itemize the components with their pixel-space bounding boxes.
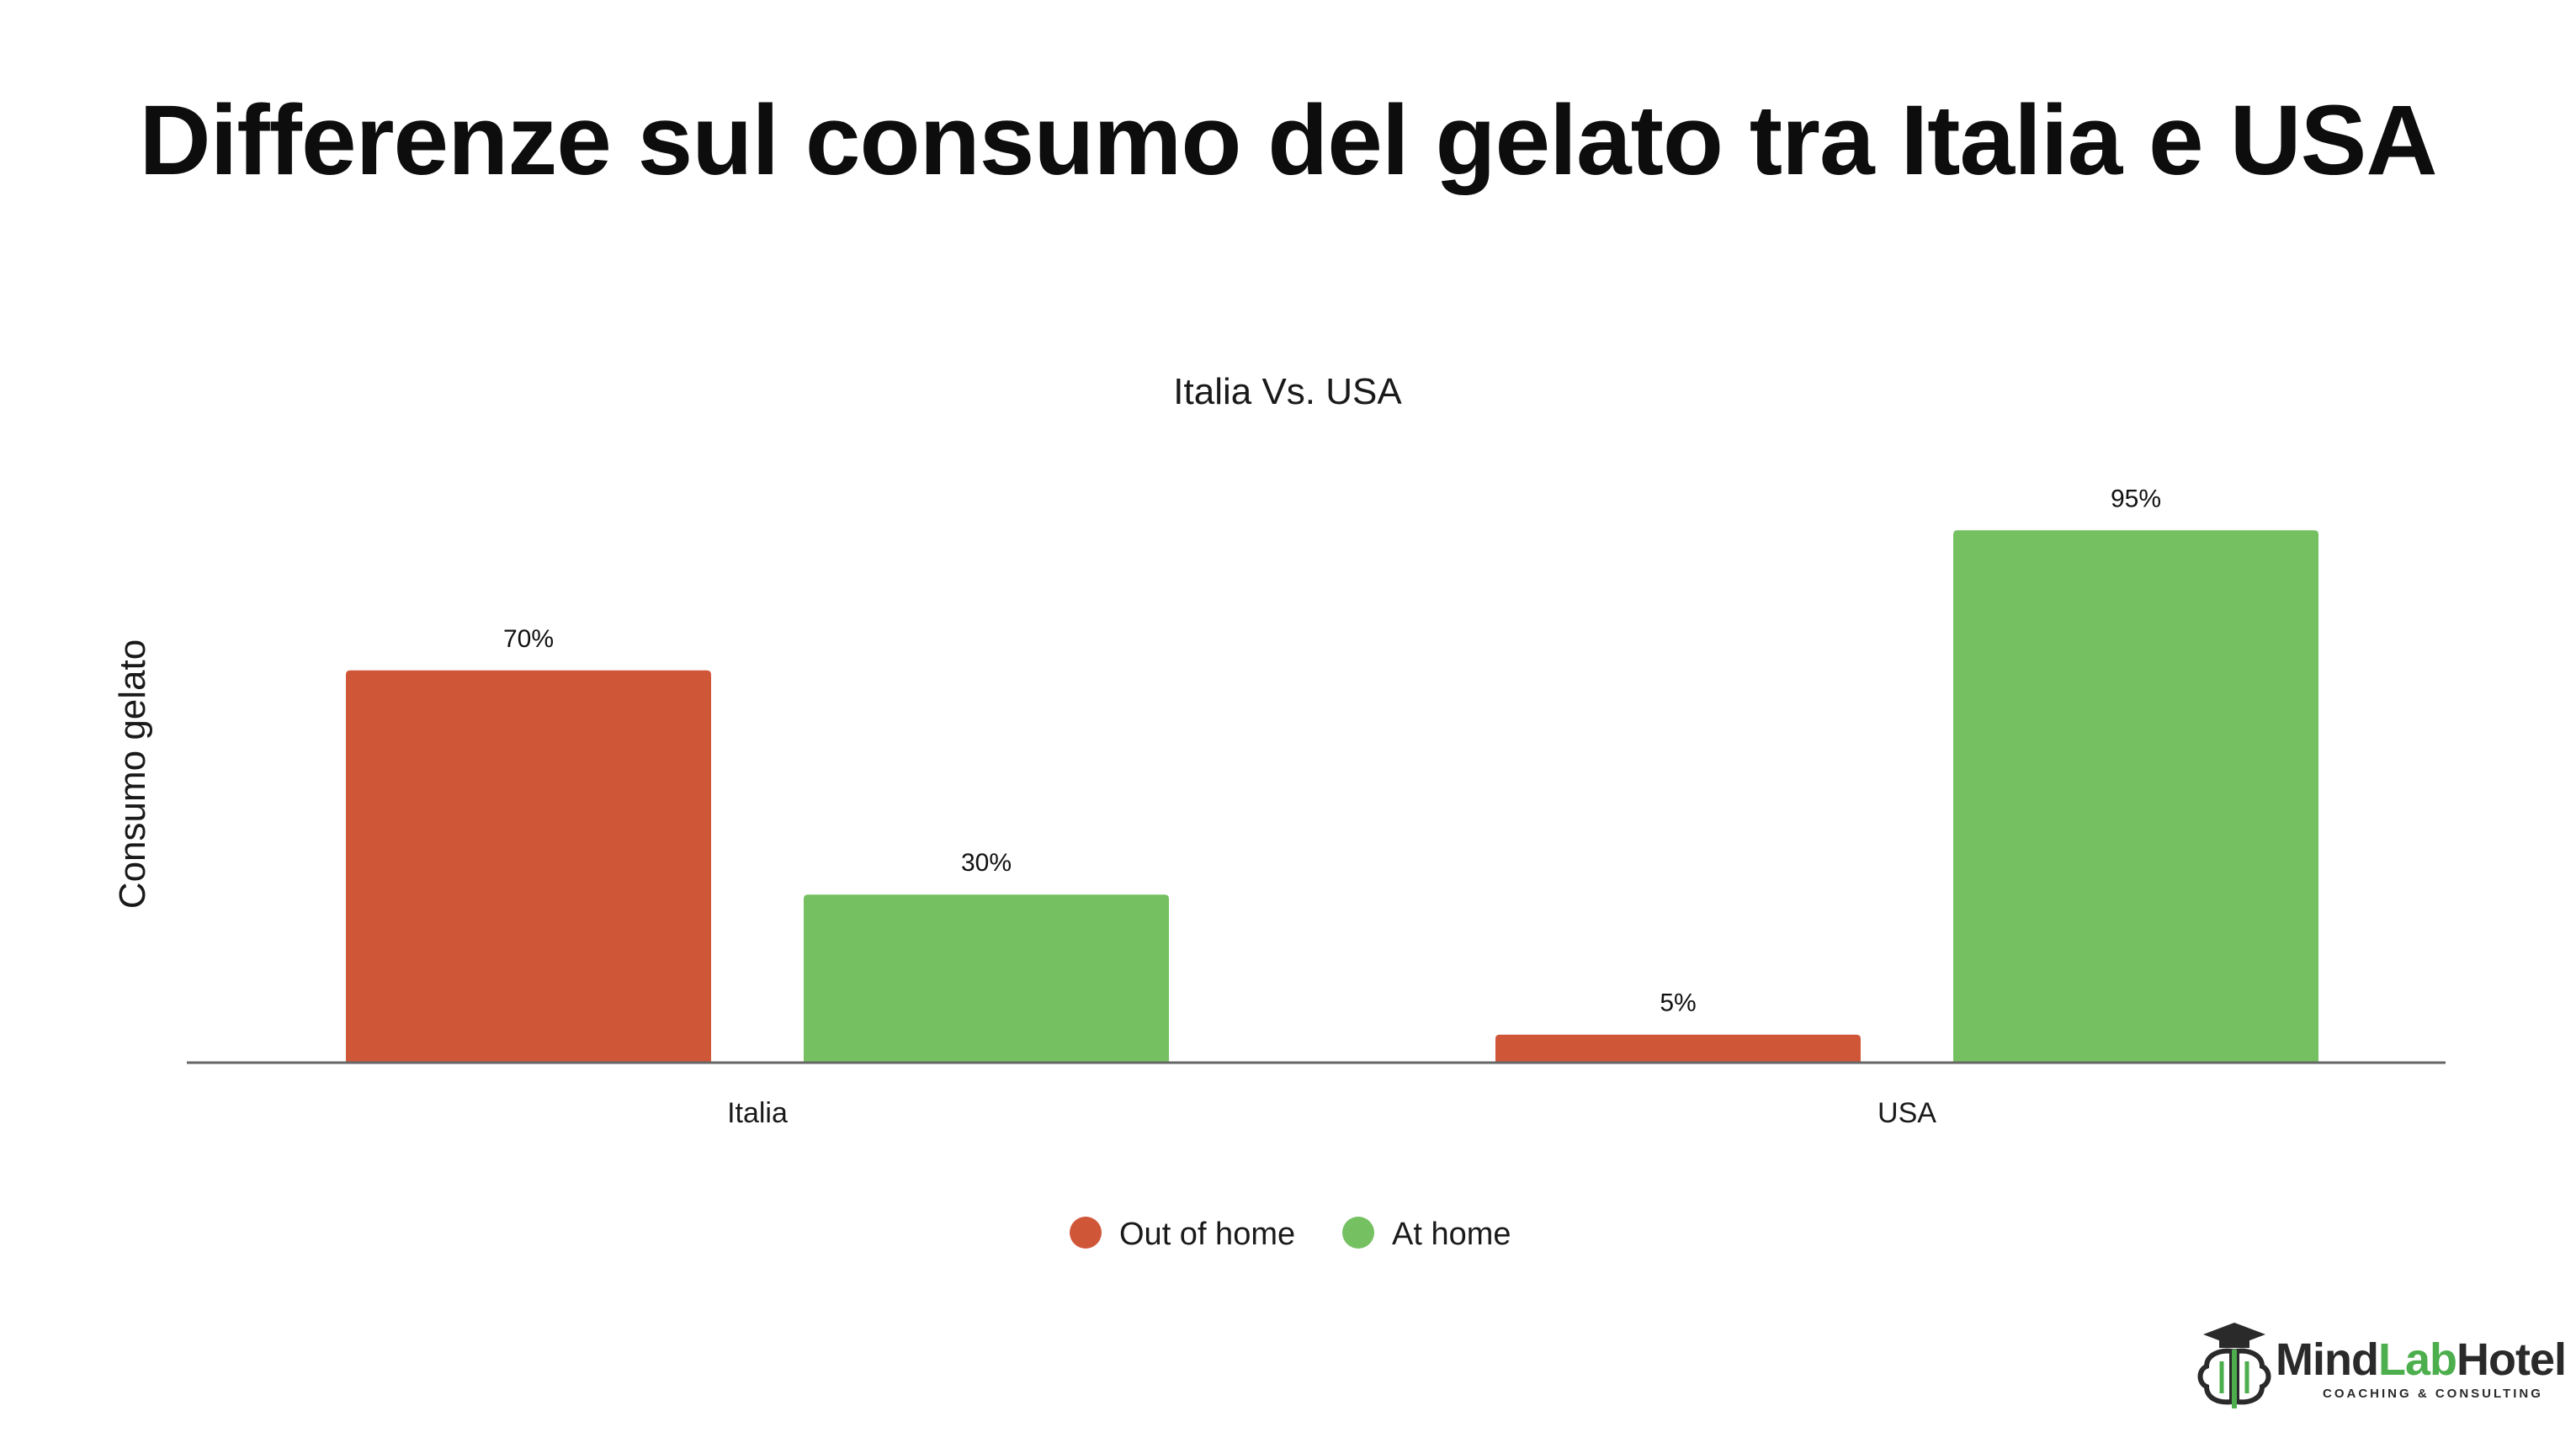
brand-name-mind: Mind (2276, 1334, 2379, 1385)
x-tick-labels-group: Italia USA (727, 1097, 1936, 1129)
legend: Out of home At home (1070, 1217, 1511, 1252)
legend-swatch-at-home (1342, 1217, 1374, 1249)
brand-name-lab: Lab (2377, 1334, 2457, 1385)
page-headline: Differenze sul consumo del gelato tra It… (139, 85, 2437, 196)
bar-out-of-home-italia (346, 670, 711, 1063)
bar-at-home-usa (1953, 530, 2318, 1063)
data-label-out-of-home-usa: 5% (1660, 989, 1696, 1017)
x-tick-label-italia: Italia (727, 1097, 788, 1129)
brand-logo: MindLabHotel COACHING & CONSULTING (2188, 1319, 2567, 1412)
legend-label-at-home: At home (1392, 1217, 1511, 1252)
bar-labels-group: 70% 30% 5% 95% (503, 485, 2161, 1016)
bar-out-of-home-usa (1495, 1034, 1861, 1063)
legend-label-out-of-home: Out of home (1119, 1217, 1295, 1252)
legend-swatch-out-of-home (1070, 1217, 1102, 1249)
bars-group (346, 530, 2318, 1063)
x-tick-label-usa: USA (1878, 1097, 1936, 1129)
chart-title: Italia Vs. USA (1173, 371, 1402, 412)
brand-tagline: COACHING & CONSULTING (2323, 1387, 2543, 1401)
brain-graduation-cap-icon (2197, 1323, 2271, 1408)
brand-name: MindLabHotel (2276, 1334, 2567, 1385)
data-label-at-home-usa: 95% (2111, 485, 2161, 512)
data-label-out-of-home-italia: 70% (503, 625, 554, 653)
bar-at-home-italia (804, 894, 1169, 1063)
y-axis-label: Consumo gelato (112, 639, 153, 909)
data-label-at-home-italia: 30% (961, 849, 1012, 877)
brand-name-hotel: Hotel (2456, 1334, 2567, 1385)
